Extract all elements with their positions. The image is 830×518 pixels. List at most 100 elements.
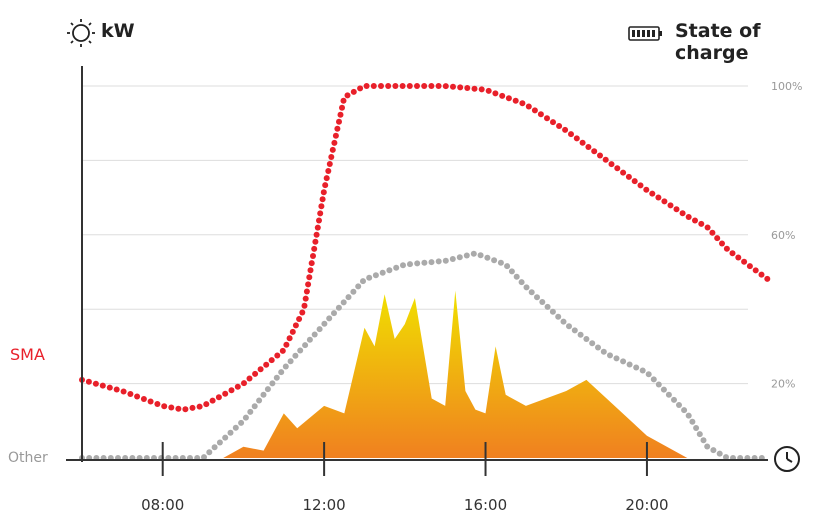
x-tick-label: 12:00 [303, 496, 346, 514]
sma-dot [161, 403, 168, 410]
pv-area-layer [223, 290, 688, 458]
sma-dot [556, 123, 563, 129]
other-dot [504, 263, 511, 270]
sma-dot [268, 357, 275, 364]
sma-series-layer [79, 83, 771, 413]
other-dot [201, 454, 207, 461]
x-tick-label: 20:00 [625, 496, 668, 514]
sma-dot [306, 274, 313, 281]
other-dot [366, 274, 373, 281]
other-dot [269, 380, 276, 387]
other-dot [400, 262, 406, 269]
sma-dot [134, 393, 141, 400]
other-dot [264, 386, 271, 393]
sma-dot [311, 245, 318, 252]
clock-icon [774, 446, 800, 472]
other-dot [693, 425, 700, 431]
other-dot [278, 369, 285, 376]
sma-row-label: SMA [10, 345, 45, 364]
other-dot [292, 352, 299, 359]
sma-dot [263, 361, 270, 368]
sma-dot [350, 88, 357, 95]
other-dot [273, 374, 280, 381]
sma-dot [692, 217, 698, 224]
x-tick-label: 08:00 [141, 496, 184, 514]
other-dot [539, 299, 546, 305]
other-dot [331, 310, 337, 317]
sma-dot [308, 260, 315, 267]
other-dot [571, 327, 578, 334]
sma-dot [357, 85, 364, 92]
sma-dot [363, 83, 370, 89]
other-dot [287, 358, 294, 365]
sma-dot [326, 161, 333, 167]
other-dot [421, 259, 428, 266]
other-dot [302, 342, 309, 349]
x-ticks: 08:00 12:00 16:00 20:00 [141, 442, 669, 514]
sma-dot [591, 148, 598, 155]
other-dot [206, 449, 213, 456]
sma-dot [140, 396, 147, 402]
sma-dot [182, 406, 189, 413]
sma-dot [649, 190, 656, 197]
sma-dot [719, 240, 725, 247]
sma-dot [544, 115, 550, 122]
other-dot [227, 429, 234, 436]
other-dot [513, 273, 520, 280]
sma-dot [568, 131, 574, 138]
sma-dot [625, 173, 632, 180]
other-dot [477, 252, 484, 259]
other-dot [311, 331, 318, 338]
other-dot [379, 269, 386, 276]
other-dot [577, 331, 584, 338]
other-dot [435, 258, 442, 265]
sma-dot [317, 210, 324, 217]
y-tick-label: 60% [771, 229, 795, 242]
other-dot [360, 278, 366, 285]
sma-dot [286, 335, 293, 342]
battery-icon [628, 26, 662, 41]
sma-dot [698, 220, 705, 227]
other-dot [211, 444, 218, 451]
sma-dot [106, 384, 113, 391]
sma-dot [428, 83, 435, 89]
sma-dot [328, 154, 335, 160]
other-dot [470, 250, 477, 257]
sma-dot [302, 295, 309, 302]
sma-dot [283, 341, 290, 348]
sma-dot [228, 387, 235, 394]
sma-dot [531, 107, 538, 114]
other-dot [676, 402, 682, 408]
sma-dot [196, 403, 203, 410]
other-dot [386, 267, 393, 274]
sma-dot [550, 119, 556, 126]
sma-dot [667, 202, 674, 209]
sma-dot [399, 83, 406, 89]
other-dot [595, 344, 601, 351]
sma-dot [318, 203, 325, 210]
sma-dot [519, 100, 526, 107]
other-dot [491, 257, 498, 264]
sma-dot [215, 394, 222, 401]
sma-dot [602, 156, 609, 163]
sma-dot [203, 401, 210, 408]
other-dot [620, 358, 627, 365]
sma-dot [370, 83, 377, 89]
other-dot [306, 336, 313, 343]
sma-dot [392, 83, 399, 89]
sma-dot [414, 83, 420, 89]
sma-dot [673, 206, 680, 213]
sma-dot [314, 224, 321, 231]
sma-dot [597, 152, 603, 159]
other-dot [710, 447, 717, 454]
sma-dot [120, 388, 127, 395]
other-dot [555, 313, 562, 320]
sma-dot [661, 198, 668, 205]
other-dot [428, 259, 435, 266]
other-dot [639, 367, 646, 374]
other-dot [528, 289, 535, 296]
other-dot [626, 361, 633, 368]
sma-dot [464, 85, 471, 91]
sma-dot [752, 267, 759, 274]
